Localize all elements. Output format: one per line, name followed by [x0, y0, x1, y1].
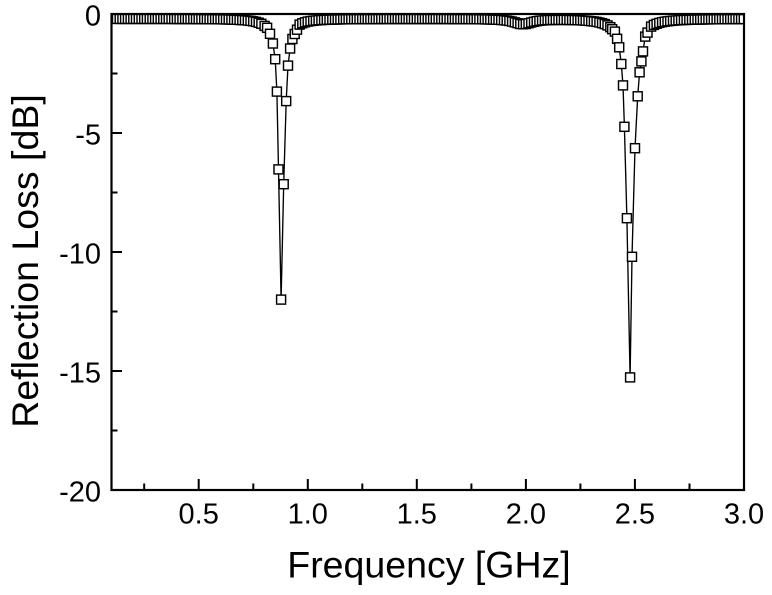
- svg-text:2.0: 2.0: [506, 499, 546, 531]
- svg-text:1.0: 1.0: [288, 499, 328, 531]
- svg-text:-20: -20: [59, 477, 101, 509]
- svg-text:1.5: 1.5: [397, 499, 437, 531]
- svg-text:-10: -10: [59, 239, 101, 271]
- svg-text:0: 0: [85, 1, 101, 33]
- svg-text:2.5: 2.5: [615, 499, 655, 531]
- svg-text:-5: -5: [75, 120, 101, 152]
- svg-text:3.0: 3.0: [724, 499, 764, 531]
- svg-text:Frequency [GHz]: Frequency [GHz]: [287, 544, 570, 586]
- svg-text:-15: -15: [59, 358, 101, 390]
- svg-text:0.5: 0.5: [179, 499, 219, 531]
- svg-text:Reflection Loss [dB]: Reflection Loss [dB]: [4, 94, 46, 428]
